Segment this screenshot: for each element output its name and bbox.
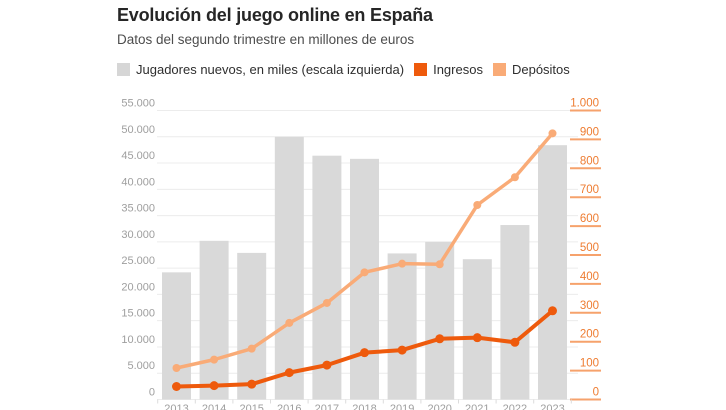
- left-axis-label: 50.000: [121, 124, 155, 136]
- x-axis-label-2021: 2021: [465, 403, 489, 410]
- right-axis-label: 300: [580, 300, 599, 312]
- ingresos-point-2013: [172, 381, 181, 391]
- bar-2019: [387, 253, 417, 400]
- left-axis-label: 5.000: [127, 360, 155, 372]
- depósitos-point-2017: [322, 298, 331, 307]
- ingresos-point-2015: [247, 379, 257, 389]
- left-axis-label: 20.000: [121, 281, 155, 293]
- right-axis-label: 200: [580, 329, 599, 341]
- depósitos-point-2020: [435, 260, 444, 269]
- ingresos-point-2019: [397, 345, 407, 355]
- x-axis-label-2022: 2022: [503, 403, 527, 410]
- left-axis-label: 55.000: [121, 98, 155, 110]
- ingresos-point-2022: [510, 337, 520, 347]
- left-axis-label: 30.000: [121, 229, 155, 241]
- legend-swatch-depositos-icon: [492, 63, 506, 76]
- bar-2015: [237, 252, 267, 400]
- bar-2023: [538, 145, 567, 400]
- depósitos-point-2022: [510, 173, 519, 182]
- chart-header: Evolución del juego online en España Dat…: [117, 5, 433, 47]
- ingresos-point-2023: [548, 306, 557, 316]
- legend: Jugadores nuevos, en miles (escala izqui…: [117, 62, 580, 77]
- legend-label-ingresos: Ingresos: [433, 62, 483, 77]
- depósitos-point-2013: [172, 363, 181, 372]
- ingresos-point-2014: [209, 381, 219, 391]
- legend-swatch-jugadores-icon: [117, 63, 130, 76]
- x-axis-label-2017: 2017: [315, 403, 339, 410]
- depósitos-point-2023: [548, 129, 557, 138]
- left-axis-label: 45.000: [121, 150, 155, 162]
- left-axis-label: 15.000: [121, 308, 155, 320]
- x-axis-label-2013: 2013: [164, 403, 188, 410]
- ingresos-point-2021: [472, 333, 482, 343]
- ingresos-point-2016: [284, 368, 294, 378]
- bar-2016: [274, 136, 304, 400]
- right-axis-label: 0: [593, 387, 599, 399]
- depósitos-point-2014: [210, 355, 219, 364]
- depósitos-point-2019: [398, 259, 407, 268]
- legend-item-ingresos: Ingresos: [414, 62, 483, 77]
- depósitos-point-2016: [285, 318, 294, 327]
- right-axis-label: 500: [580, 242, 599, 254]
- bar-2021: [462, 259, 492, 400]
- left-axis-label: 0: [149, 387, 155, 399]
- ingresos-point-2017: [322, 360, 332, 370]
- legend-label-jugadores: Jugadores nuevos, en miles (escala izqui…: [136, 62, 405, 77]
- legend-swatch-ingresos-icon: [414, 63, 428, 76]
- x-axis-label-2019: 2019: [390, 403, 414, 410]
- left-axis-label: 25.000: [121, 255, 155, 267]
- bar-2014: [199, 240, 229, 400]
- ingresos-point-2018: [360, 348, 369, 358]
- right-axis-label: 1.000: [570, 98, 599, 110]
- left-axis-label: 10.000: [121, 334, 155, 346]
- depósitos-point-2021: [473, 201, 482, 210]
- depósitos-point-2018: [360, 268, 369, 277]
- right-axis-label: 600: [580, 213, 599, 225]
- x-axis-label-2016: 2016: [277, 403, 301, 410]
- right-axis-label: 100: [580, 358, 599, 370]
- ingresos-point-2020: [435, 334, 445, 344]
- depósitos-point-2015: [247, 344, 256, 353]
- chart-subtitle: Datos del segundo trimestre en millones …: [117, 32, 415, 47]
- bar-2013: [162, 272, 191, 400]
- right-axis-label: 800: [580, 155, 599, 167]
- x-axis-label-2018: 2018: [352, 403, 376, 410]
- x-axis-label-2015: 2015: [239, 403, 263, 410]
- x-axis-label-2023: 2023: [540, 403, 564, 410]
- legend-item-jugadores: Jugadores nuevos, en miles (escala izqui…: [117, 62, 404, 77]
- x-axis-label-2020: 2020: [427, 403, 451, 410]
- chart-title: Evolución del juego online en España: [117, 5, 433, 25]
- left-axis-label: 35.000: [121, 203, 155, 215]
- legend-label-depositos: Depósitos: [511, 62, 570, 77]
- x-axis-label-2014: 2014: [202, 403, 226, 410]
- right-axis-label: 700: [580, 184, 599, 196]
- left-axis-label: 40.000: [121, 176, 155, 188]
- bar-2022: [500, 225, 530, 400]
- legend-item-depositos: Depósitos: [492, 62, 570, 77]
- right-axis-label: 400: [580, 271, 599, 283]
- bar-2017: [312, 155, 342, 400]
- right-axis-label: 900: [580, 126, 599, 138]
